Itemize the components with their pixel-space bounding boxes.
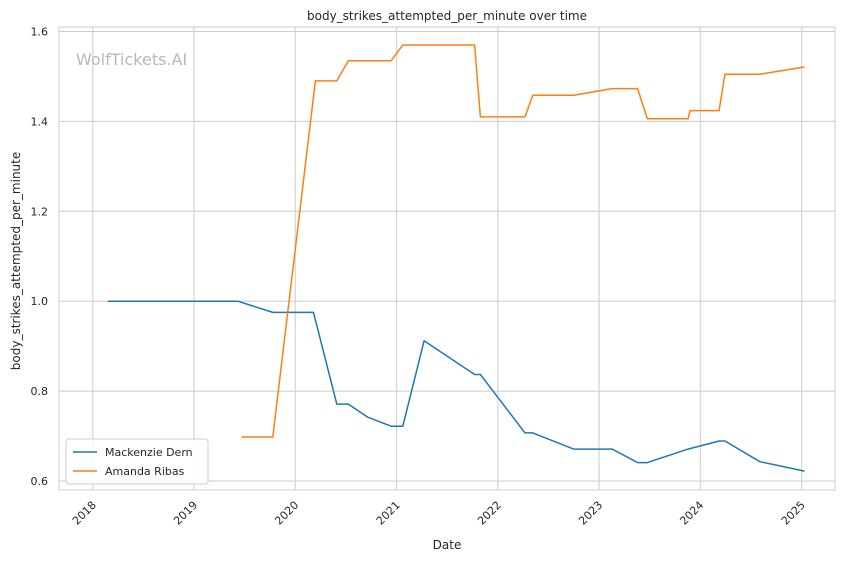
- y-tick-label: 1.0: [31, 295, 49, 308]
- x-axis-label: Date: [433, 538, 462, 552]
- series-line-0: [107, 300, 805, 472]
- legend: Mackenzie Dern Amanda Ribas: [65, 438, 209, 485]
- y-axis-ticks: 0.6 0.8 1.0 1.2 1.4 1.6: [31, 25, 49, 488]
- series-lines: [107, 44, 805, 472]
- legend-label: Mackenzie Dern: [105, 446, 193, 459]
- series-line-1: [241, 44, 805, 438]
- y-tick-label: 0.6: [31, 475, 49, 488]
- y-tick-label: 1.2: [31, 205, 49, 218]
- y-tick-label: 1.6: [31, 25, 49, 38]
- chart-title: body_strikes_attempted_per_minute over t…: [307, 9, 587, 23]
- plot-frame: [58, 26, 836, 491]
- legend-label: Amanda Ribas: [105, 465, 185, 478]
- y-axis-label: body_strikes_attempted_per_minute: [9, 152, 23, 370]
- y-tick-label: 1.4: [31, 115, 49, 128]
- watermark: WolfTickets.AI: [76, 50, 187, 69]
- legend-box: [65, 438, 209, 485]
- y-tick-label: 0.8: [31, 385, 49, 398]
